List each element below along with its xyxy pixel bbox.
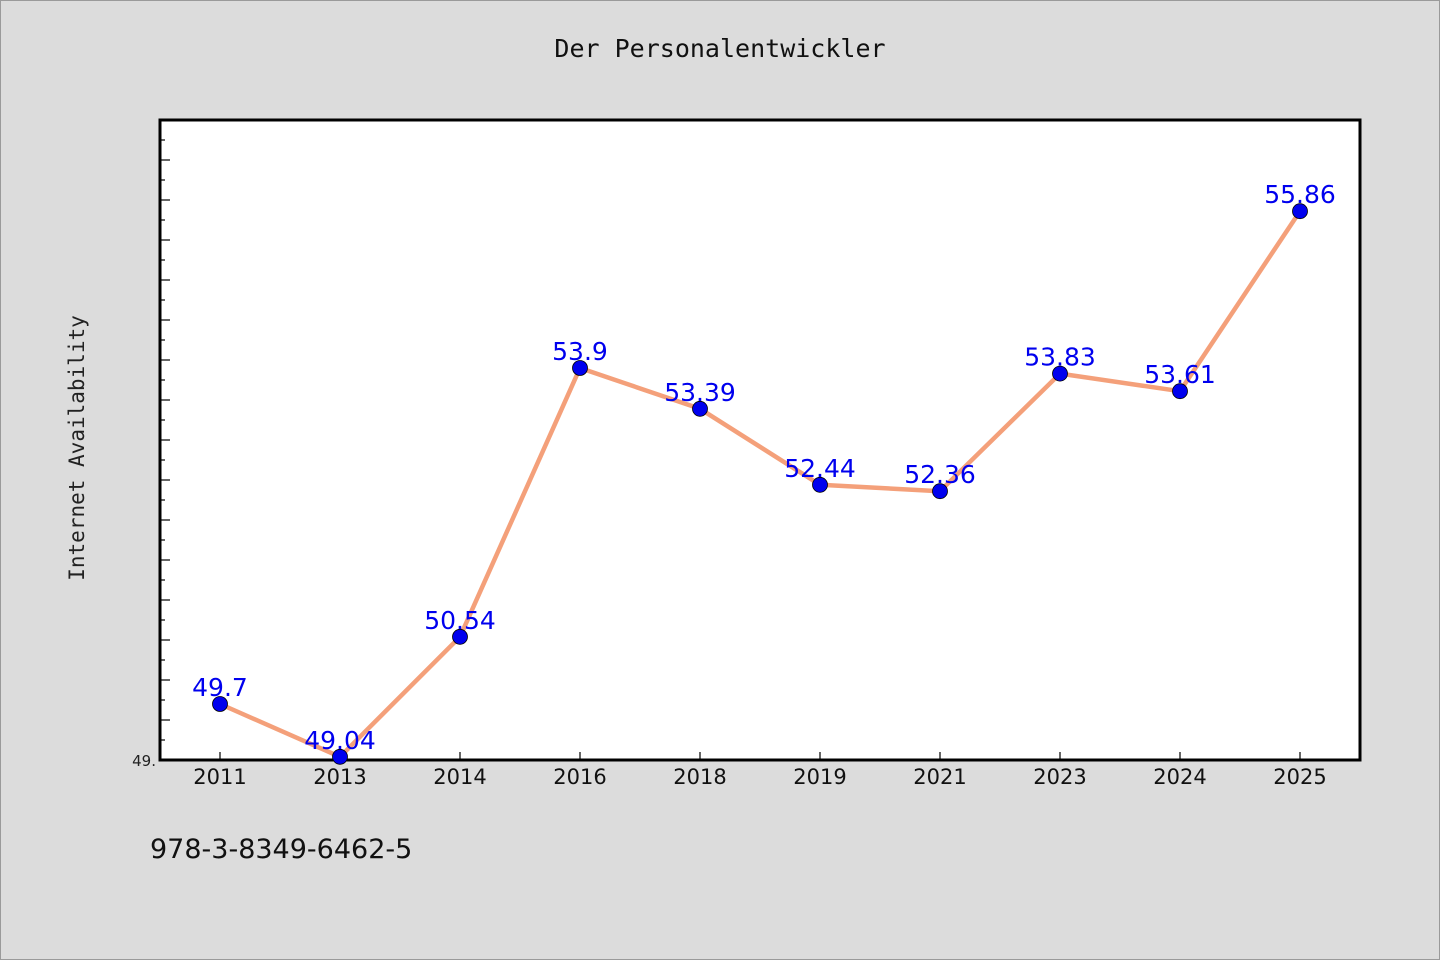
data-point [812, 476, 828, 493]
chart-title: Der Personalentwickler [554, 34, 886, 63]
data-point [692, 400, 708, 417]
y-tick-label: 49. [132, 752, 156, 770]
series-layer: 49.7 49.04 50.54 53.9 53.39 52.44 52.36 53.83 53… [192, 180, 1336, 765]
isbn-text: 978-3-8349-6462-5 [150, 834, 413, 865]
x-tick-label: 2016 [553, 765, 606, 789]
series-line [219, 209, 1302, 760]
data-label: 53.9 [552, 337, 608, 366]
data-point [1172, 383, 1188, 400]
data-label: 53.83 [1024, 343, 1096, 372]
data-label: 49.04 [304, 726, 376, 755]
data-point [1052, 365, 1068, 382]
x-tick-label: 2019 [793, 765, 846, 789]
plot-area [158, 118, 1362, 762]
x-tick-label: 2013 [313, 765, 366, 789]
data-label: 53.39 [664, 378, 736, 407]
data-label: 50.54 [424, 606, 496, 635]
x-tick-label: 2011 [193, 765, 246, 789]
x-tick-label: 2018 [673, 765, 726, 789]
data-point [1292, 203, 1308, 220]
data-point [212, 696, 228, 712]
data-point [572, 360, 588, 376]
data-label: 49.7 [192, 673, 248, 702]
x-tick-label: 2023 [1033, 765, 1086, 789]
data-label: 53.61 [1144, 360, 1216, 389]
data-point [932, 483, 948, 500]
x-tick-label: 2021 [913, 765, 966, 789]
data-label: 55.86 [1264, 180, 1336, 209]
data-label: 52.36 [904, 460, 976, 489]
data-point [332, 748, 348, 765]
y-axis-ticks: 49. [132, 119, 170, 770]
data-label: 52.44 [784, 454, 856, 483]
y-axis-label: Internet Availability [65, 315, 89, 581]
x-tick-label: 2014 [433, 765, 486, 789]
x-tick-label: 2024 [1153, 765, 1206, 789]
data-point [452, 628, 468, 645]
x-axis-ticks: 2011 2013 2014 2016 2018 2019 2021 2023 2024 2025 [193, 752, 1327, 789]
x-tick-label: 2025 [1273, 765, 1326, 789]
